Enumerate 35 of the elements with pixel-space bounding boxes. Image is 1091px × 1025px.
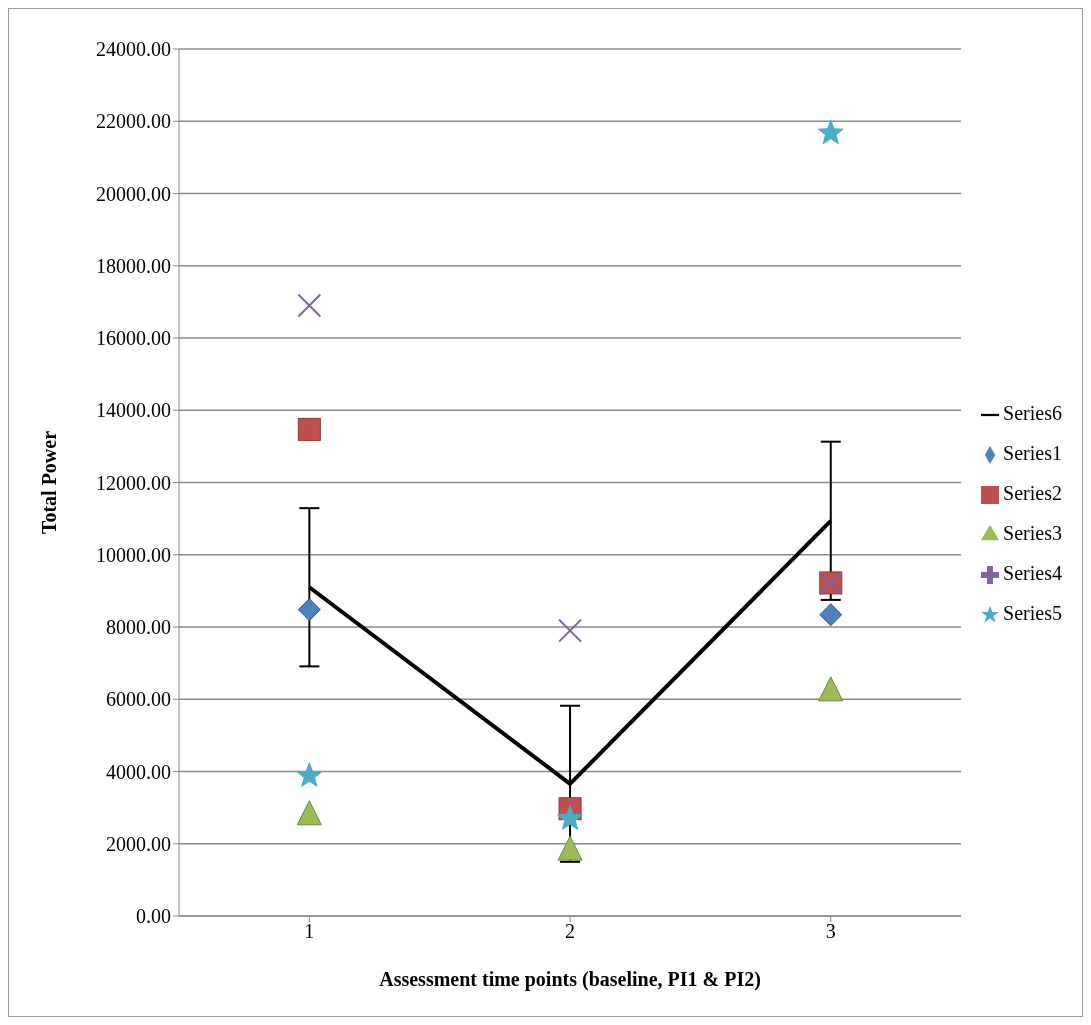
- point: [817, 119, 844, 145]
- point: [297, 598, 321, 622]
- point: [297, 417, 321, 441]
- legend-label: Series4: [1003, 561, 1062, 584]
- point: [819, 603, 843, 627]
- y-tick-label: 12000.00: [96, 471, 171, 494]
- legend-label: Series5: [1003, 601, 1062, 624]
- point: [557, 805, 583, 830]
- y-tick-label: 20000.00: [96, 182, 171, 205]
- legend-label: Series3: [1003, 521, 1062, 544]
- y-tick-label: 6000.00: [106, 688, 171, 711]
- legend-label: Series6: [1003, 401, 1062, 424]
- y-tick-label: 24000.00: [96, 38, 171, 61]
- y-axis-title: Total Power: [38, 430, 61, 535]
- y-tick-label: 4000.00: [106, 760, 171, 783]
- y-tick-label: 14000.00: [96, 399, 171, 422]
- y-tick-label: 22000.00: [96, 110, 171, 133]
- point: [296, 800, 322, 826]
- y-tick-label: 18000.00: [96, 254, 171, 277]
- x-tick-label: 2: [565, 920, 576, 943]
- y-tick-label: 8000.00: [106, 616, 171, 639]
- point: [557, 835, 583, 861]
- y-tick-label: 2000.00: [106, 832, 171, 855]
- point: [558, 618, 583, 643]
- point: [818, 676, 844, 702]
- point: [297, 293, 322, 318]
- point: [296, 762, 323, 787]
- y-tick-label: 0.00: [136, 905, 171, 928]
- x-tick-label: 3: [825, 920, 836, 943]
- legend-label: Series2: [1003, 481, 1062, 504]
- x-axis-title: Assessment time points (baseline, PI1 & PI2): [379, 968, 761, 991]
- y-tick-label: 10000.00: [96, 543, 171, 566]
- y-tick-label: 16000.00: [96, 327, 171, 350]
- x-tick-label: 1: [304, 920, 315, 943]
- legend-label: Series1: [1003, 441, 1062, 464]
